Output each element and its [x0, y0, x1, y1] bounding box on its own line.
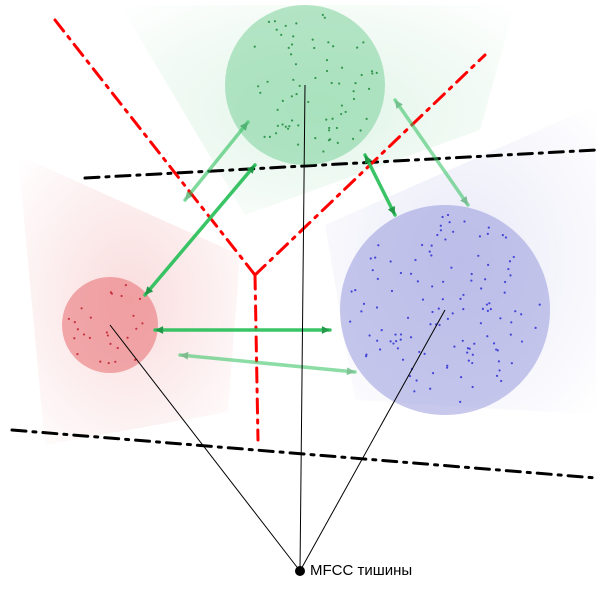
red-boundary-1 [255, 275, 258, 440]
diagram-canvas [0, 0, 609, 603]
silence-mfcc-label: MFCC тишины [310, 562, 412, 579]
apex-point [295, 566, 305, 576]
black-boundary-0 [12, 430, 596, 478]
